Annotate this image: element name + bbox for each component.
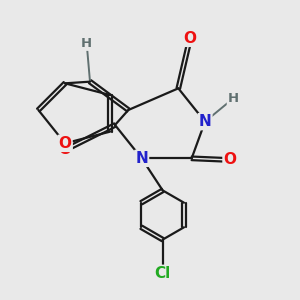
Text: H: H xyxy=(81,37,92,50)
Text: N: N xyxy=(199,114,212,129)
Text: O: O xyxy=(224,152,236,167)
Text: H: H xyxy=(228,92,239,105)
Text: Cl: Cl xyxy=(154,266,171,281)
Text: O: O xyxy=(58,142,71,158)
Text: O: O xyxy=(58,136,71,151)
Text: N: N xyxy=(135,151,148,166)
Text: O: O xyxy=(184,31,196,46)
